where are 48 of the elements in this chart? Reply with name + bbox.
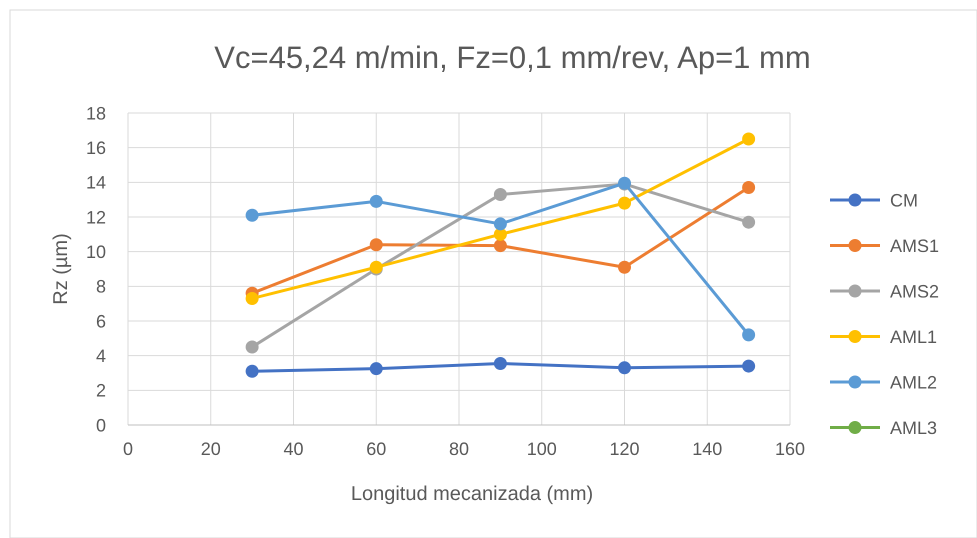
- y-tick-label: 4: [96, 346, 106, 366]
- x-axis-title: Longitud mecanizada (mm): [350, 483, 594, 505]
- point: [742, 216, 756, 229]
- y-axis-title: Rz (µm): [50, 233, 72, 305]
- y-tick-label: 10: [86, 242, 106, 262]
- point: [494, 356, 507, 370]
- x-tick-label: 40: [283, 439, 304, 459]
- legend-label: CM: [890, 190, 918, 210]
- point: [742, 132, 756, 146]
- x-tick-label: 0: [122, 439, 134, 459]
- point: [246, 364, 259, 378]
- y-tick-label: 8: [96, 276, 106, 297]
- point: [246, 340, 259, 354]
- point: [742, 328, 756, 342]
- point: [494, 239, 507, 252]
- x-tick-label: 60: [366, 439, 386, 459]
- x-tick-label: 20: [200, 439, 221, 459]
- legend-label: AMS2: [890, 281, 940, 302]
- point: [742, 360, 756, 373]
- x-tick-label: 100: [526, 439, 557, 459]
- legend-label: AMS1: [890, 236, 940, 256]
- point: [246, 292, 259, 305]
- y-tick-label: 18: [86, 103, 106, 124]
- y-tick-label: 14: [86, 172, 106, 193]
- point: [370, 238, 383, 252]
- legend-label: AML1: [890, 326, 938, 347]
- x-tick-label: 140: [692, 439, 722, 459]
- legend-label: AML2: [890, 372, 938, 392]
- x-tick-label: 80: [448, 439, 470, 459]
- point: [742, 181, 756, 194]
- y-tick-label: 16: [86, 138, 106, 158]
- point: [494, 188, 507, 201]
- x-tick-label: 160: [774, 439, 806, 459]
- point: [494, 217, 507, 230]
- point: [618, 260, 631, 274]
- y-tick-label: 12: [86, 207, 106, 228]
- y-tick-label: 6: [96, 311, 106, 332]
- y-tick-label: 0: [96, 415, 106, 436]
- x-tick-label: 120: [609, 439, 640, 459]
- point: [370, 362, 383, 376]
- y-tick-label: 2: [96, 380, 106, 401]
- chart-title: Vc=45,24 m/min, Fz=0,1 mm/rev, Ap=1 mm: [214, 40, 811, 75]
- point: [618, 196, 631, 210]
- point: [618, 361, 631, 374]
- point: [494, 228, 507, 241]
- point: [370, 194, 383, 208]
- point: [246, 208, 259, 222]
- legend-label: AML3: [890, 418, 938, 438]
